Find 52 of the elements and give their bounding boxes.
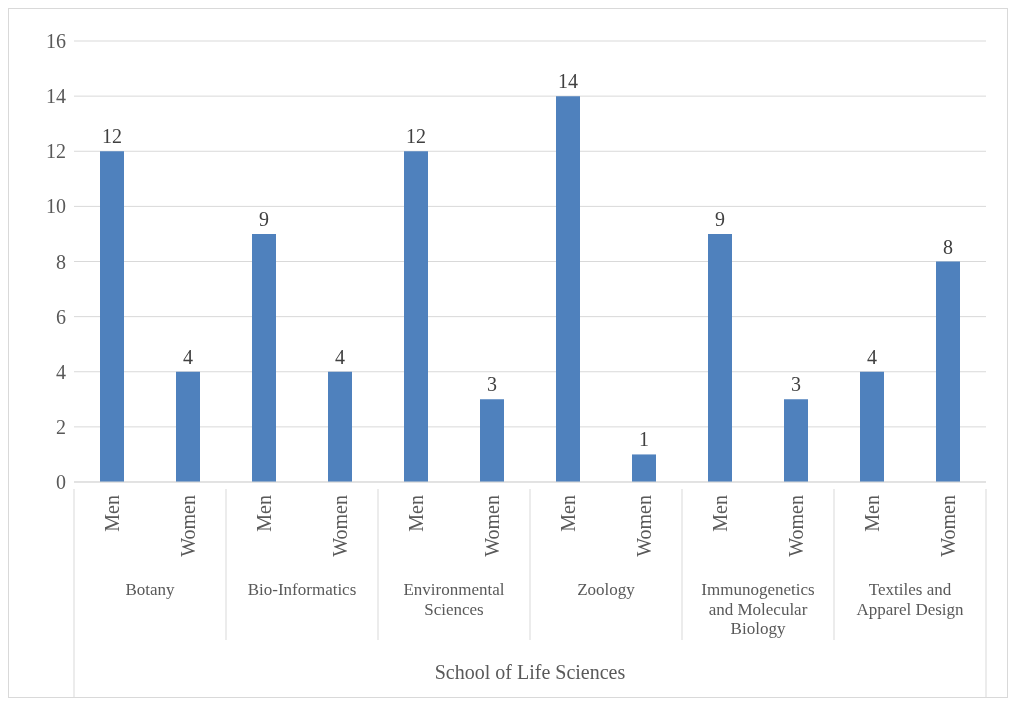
x-tick-label: Textiles and Apparel Design bbox=[856, 580, 965, 619]
bar bbox=[328, 371, 352, 482]
x-axis-title: School of Life Sciences bbox=[434, 661, 626, 683]
bar bbox=[252, 233, 276, 482]
data-label: 1 bbox=[639, 428, 649, 451]
bar bbox=[860, 371, 884, 482]
y-tick-label: 12 bbox=[46, 140, 66, 163]
y-tick-label: 6 bbox=[56, 305, 66, 328]
bar bbox=[480, 399, 504, 482]
bar bbox=[404, 151, 428, 482]
y-tick-label: 16 bbox=[46, 30, 66, 53]
data-label: 12 bbox=[102, 125, 122, 148]
y-tick-label: 10 bbox=[46, 195, 66, 218]
bar bbox=[556, 96, 580, 482]
text: Women bbox=[177, 495, 199, 557]
x-tick-label: Zoology bbox=[577, 580, 636, 600]
data-label: 14 bbox=[558, 70, 578, 93]
text: Men bbox=[557, 495, 579, 532]
data-label: 8 bbox=[943, 235, 953, 258]
x-tick-label: Environmental Sciences bbox=[403, 580, 505, 619]
data-label: 12 bbox=[406, 125, 426, 148]
x-tick-label: Botany bbox=[125, 580, 176, 600]
text: Women bbox=[633, 495, 655, 557]
data-label: 3 bbox=[791, 373, 801, 396]
y-tick-label: 8 bbox=[56, 250, 66, 273]
text: Men bbox=[253, 495, 275, 532]
bar bbox=[936, 261, 960, 482]
y-tick-label: 4 bbox=[56, 360, 66, 383]
text: Men bbox=[709, 495, 731, 532]
bar bbox=[100, 151, 124, 482]
text: Women bbox=[937, 495, 959, 557]
data-label: 9 bbox=[715, 207, 725, 230]
text: Women bbox=[481, 495, 503, 557]
bar bbox=[708, 233, 732, 482]
text: Women bbox=[785, 495, 807, 557]
y-tick-label: 0 bbox=[56, 471, 66, 494]
text: Men bbox=[405, 495, 427, 532]
bar bbox=[176, 371, 200, 482]
bar bbox=[632, 454, 656, 482]
data-label: 9 bbox=[259, 207, 269, 230]
text: Men bbox=[861, 495, 883, 532]
x-tick-label: Bio-Informatics bbox=[247, 580, 357, 600]
y-tick-label: 14 bbox=[46, 85, 66, 108]
data-label: 4 bbox=[867, 345, 877, 368]
data-label: 4 bbox=[335, 345, 345, 368]
data-label: 3 bbox=[487, 373, 497, 396]
data-label: 4 bbox=[183, 345, 193, 368]
x-tick-label: Immunogenetics and Molecular Biology bbox=[701, 580, 815, 639]
text: Women bbox=[329, 495, 351, 557]
y-tick-label: 2 bbox=[56, 415, 66, 438]
bar bbox=[784, 399, 808, 482]
text: Men bbox=[101, 495, 123, 532]
